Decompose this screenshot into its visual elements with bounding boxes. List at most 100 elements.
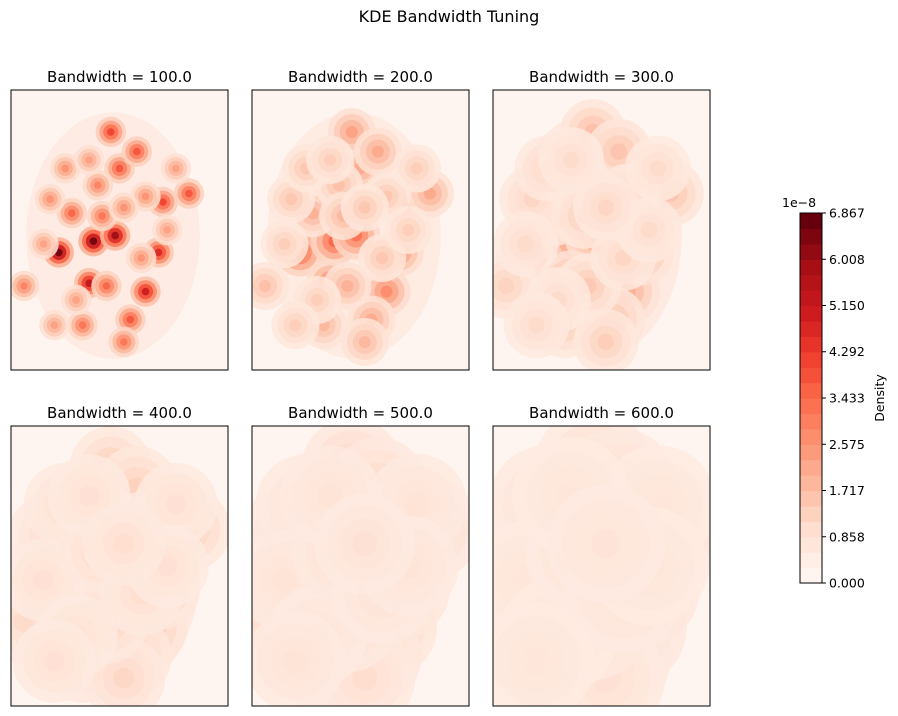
density-blob	[597, 333, 615, 351]
density-blob	[85, 156, 93, 164]
density-blob	[20, 282, 28, 290]
colorbar-tick-label: 1.717	[829, 483, 865, 498]
kde-panel-4: Bandwidth = 400.0	[10, 404, 229, 707]
density-blob	[133, 147, 141, 156]
density-blob	[78, 321, 87, 330]
density-blob	[107, 128, 115, 136]
colorbar-band	[800, 259, 822, 276]
density-blob	[120, 203, 128, 212]
density-blob	[120, 338, 128, 346]
density-blob	[115, 164, 124, 173]
density-blob	[113, 533, 135, 554]
density-blob	[497, 277, 515, 295]
colorbar-tick-label: 2.575	[829, 437, 865, 452]
density-surface	[11, 112, 205, 359]
density-surface	[493, 99, 704, 370]
density-blob	[172, 164, 180, 173]
density-blob	[137, 254, 145, 262]
colorbar: 0.000 0.858 1.717 2.575 3.433 4.292 5.150 6.008…	[782, 195, 887, 591]
colorbar-band	[800, 213, 822, 230]
density-blob	[521, 646, 552, 676]
density-blob	[562, 151, 580, 169]
density-blob	[185, 189, 193, 198]
colorbar-band	[800, 398, 822, 415]
panel-frame	[251, 425, 470, 707]
density-blob	[39, 240, 48, 248]
density-blob	[517, 235, 534, 253]
density-blob	[380, 285, 393, 298]
colorbar-tick-label: 4.292	[829, 344, 865, 359]
density-blob	[423, 187, 436, 200]
density-blob	[345, 126, 358, 138]
panel-title: Bandwidth = 400.0	[47, 404, 192, 422]
colorbar-tick-label: 0.000	[829, 576, 865, 591]
density-blob	[111, 231, 119, 240]
density-blob	[259, 280, 272, 292]
density-blob	[78, 485, 100, 507]
colorbar-band	[800, 305, 822, 322]
density-blob	[165, 494, 187, 515]
density-blob	[358, 201, 371, 214]
colorbar-band	[800, 521, 822, 538]
panel-title: Bandwidth = 200.0	[288, 68, 433, 86]
colorbar-tick-label: 6.008	[829, 252, 865, 267]
colorbar-band	[800, 490, 822, 507]
colorbar-band	[800, 228, 822, 245]
density-surface	[493, 426, 710, 706]
colorbar-band	[800, 382, 822, 399]
colorbar-band	[800, 336, 822, 353]
panel-frame	[251, 89, 470, 371]
density-blob	[278, 238, 291, 250]
density-blob	[352, 665, 378, 691]
kde-panel-3: Bandwidth = 300.0	[492, 68, 711, 371]
density-blob	[61, 164, 70, 173]
colorbar-label: Density	[872, 374, 887, 422]
density-blob	[98, 212, 106, 220]
density-blob	[649, 160, 667, 177]
density-blob	[141, 287, 150, 296]
density-blob	[46, 195, 54, 203]
density-blob	[282, 648, 308, 674]
density-blob	[404, 491, 430, 517]
density-blob	[311, 294, 324, 306]
colorbar-band	[800, 444, 822, 461]
kde-panel-1: Bandwidth = 100.0	[10, 68, 229, 371]
density-blob	[285, 193, 298, 206]
density-blob	[163, 226, 172, 234]
figure-title: KDE Bandwidth Tuning	[358, 7, 540, 26]
density-blob	[72, 296, 80, 304]
panel-title: Bandwidth = 100.0	[47, 68, 192, 86]
density-blob	[126, 315, 135, 324]
density-blob	[341, 280, 354, 292]
density-blob	[597, 199, 615, 216]
density-surface	[11, 426, 228, 706]
colorbar-band	[800, 320, 822, 337]
density-blob	[85, 279, 93, 288]
density-blob	[141, 192, 150, 201]
density-blob	[352, 531, 378, 557]
density-blob	[271, 567, 298, 593]
colorbar-tick-label: 3.433	[829, 391, 865, 406]
colorbar-band	[800, 290, 822, 307]
colorbar-offset-text: 1e−8	[782, 195, 816, 210]
colorbar-band	[800, 413, 822, 430]
density-blob	[89, 237, 98, 245]
panel-frame	[492, 425, 711, 707]
density-blob	[154, 248, 163, 257]
colorbar-band	[800, 367, 822, 384]
density-blob	[324, 154, 337, 166]
colorbar-band	[800, 274, 822, 291]
density-surface	[252, 426, 469, 706]
kde-panel-2: Bandwidth = 200.0	[251, 68, 470, 371]
colorbar-tick-label: 6.867	[829, 206, 865, 221]
density-blob	[94, 181, 102, 189]
colorbar-band	[800, 567, 822, 584]
colorbar-tick-label: 0.858	[829, 529, 865, 544]
panel-frame	[10, 89, 229, 371]
density-blob	[410, 162, 423, 175]
density-blob	[33, 569, 54, 591]
density-surface	[252, 108, 454, 366]
density-blob	[102, 282, 111, 290]
panel-frame	[492, 89, 711, 371]
